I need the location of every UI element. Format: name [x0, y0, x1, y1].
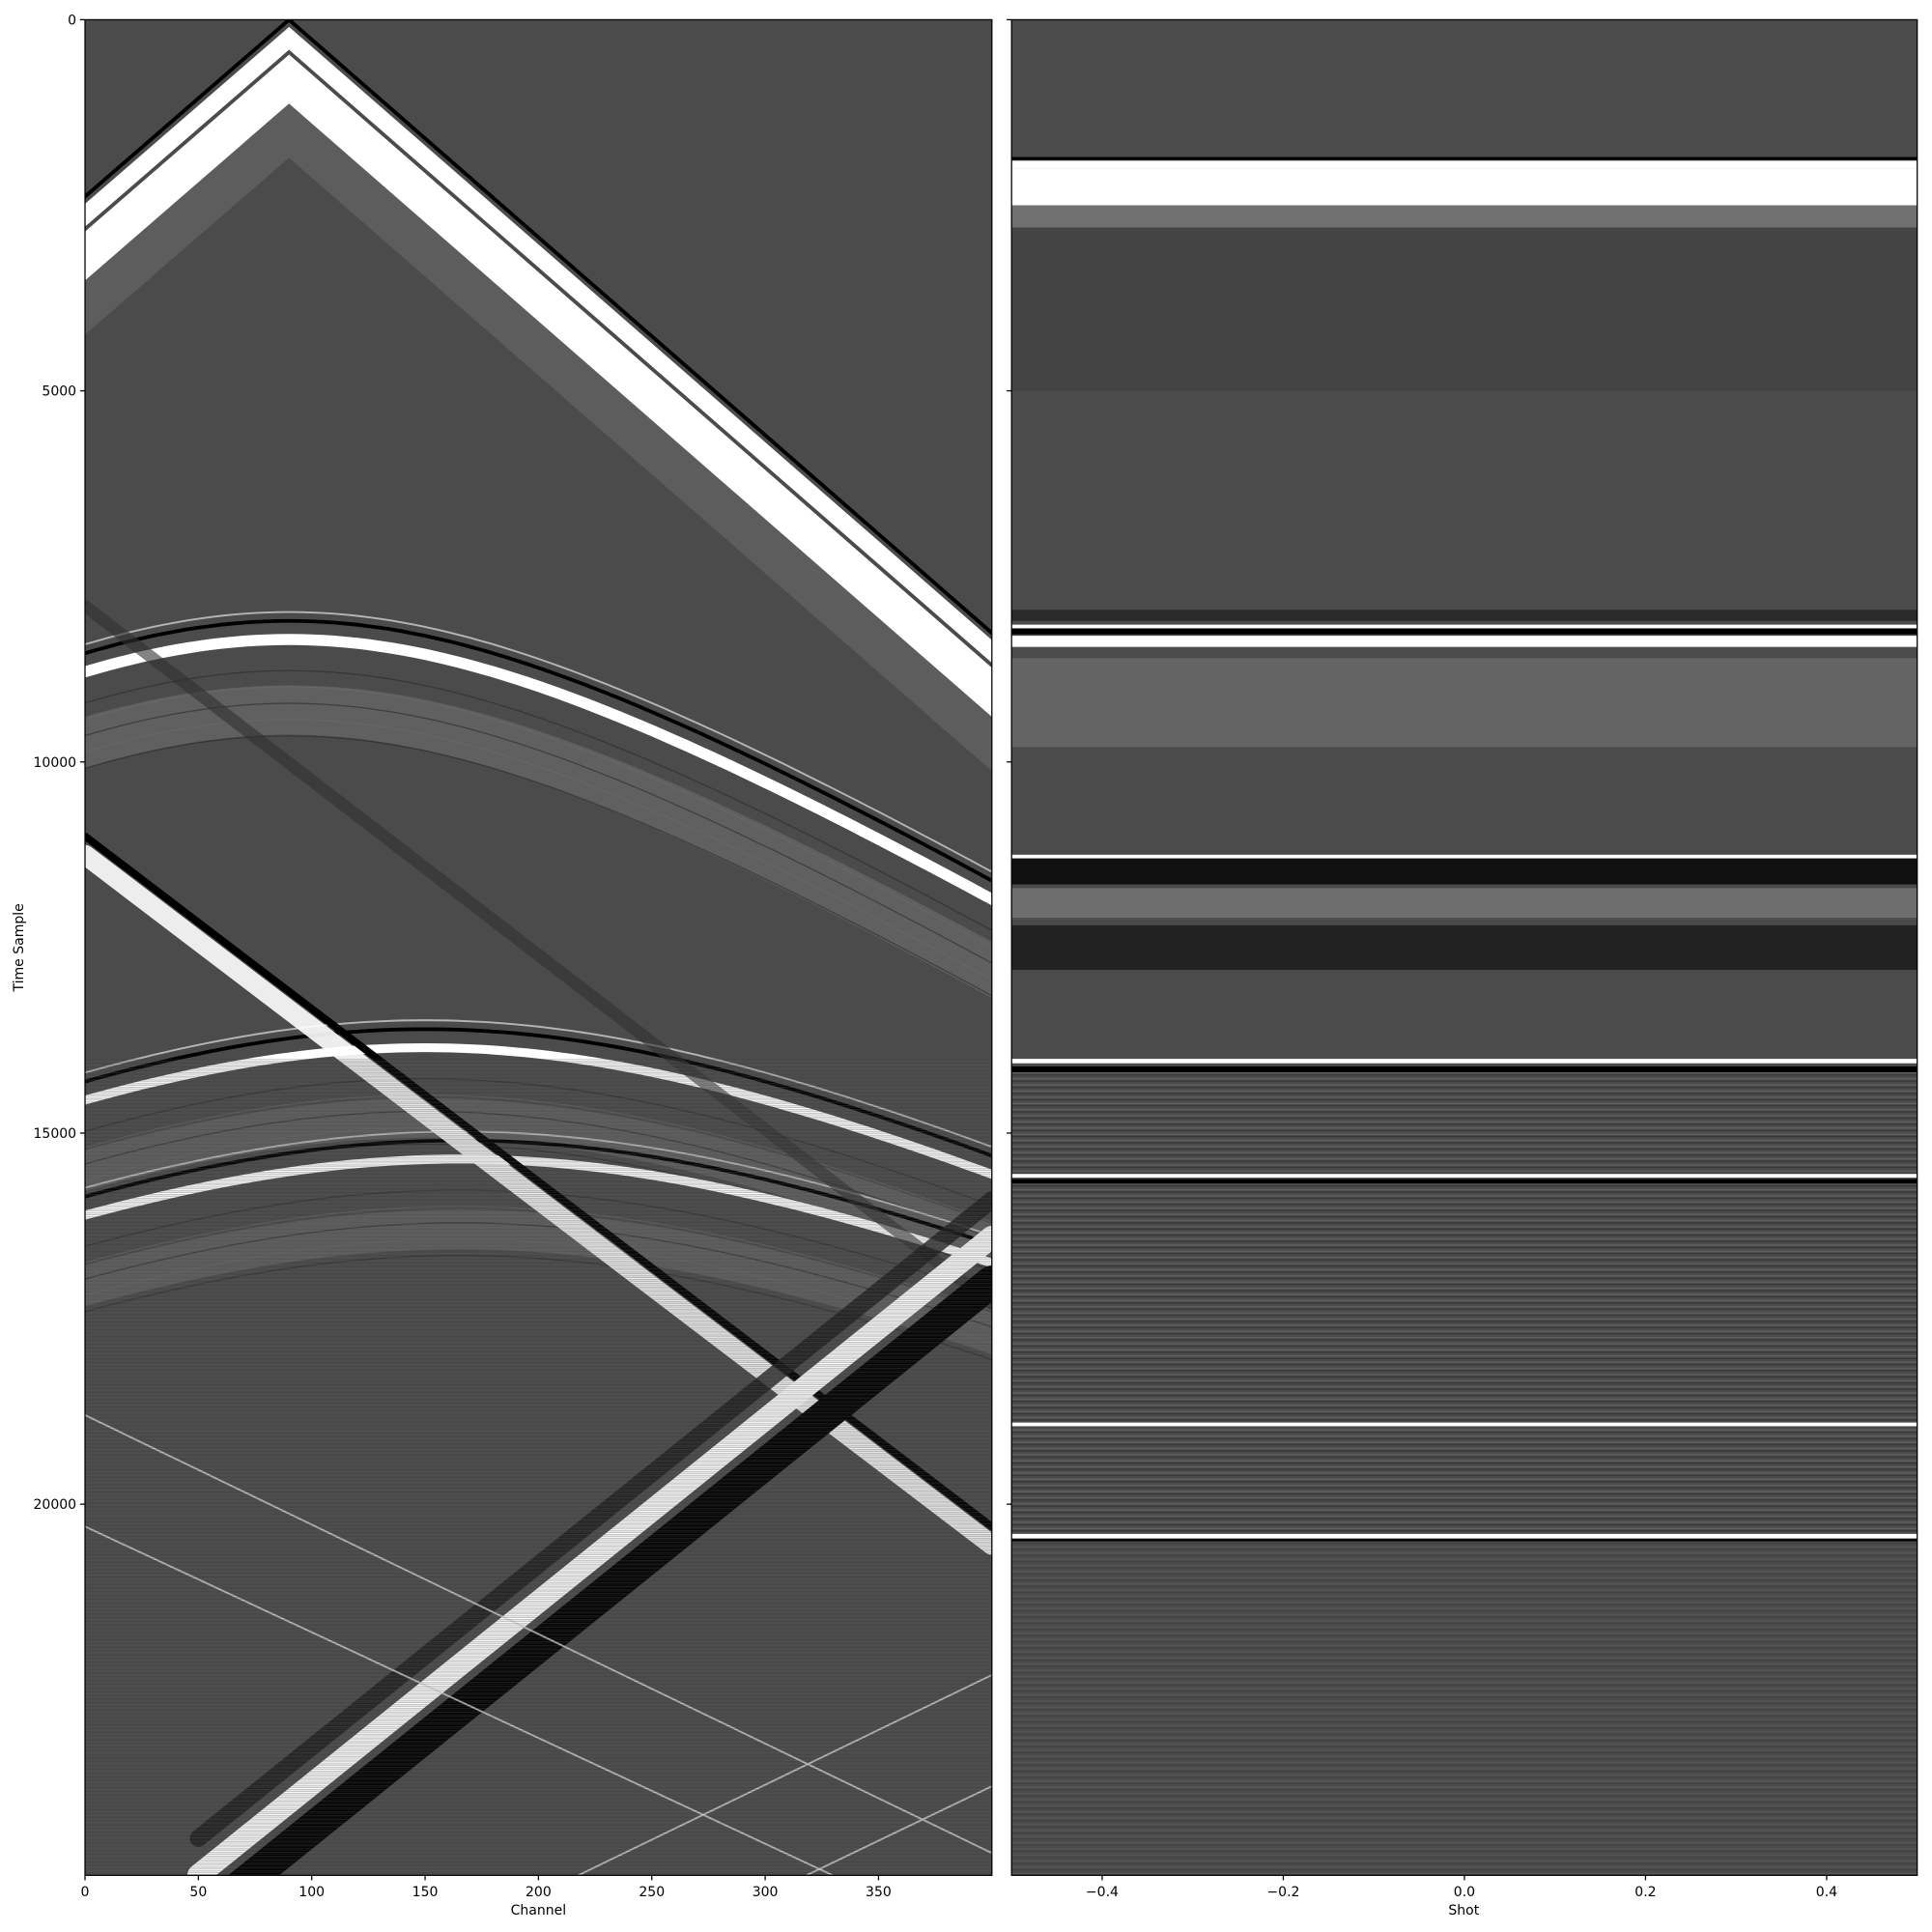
- x-tick-label: 0.0: [1454, 1885, 1475, 1900]
- seismic-band: [1011, 156, 1918, 160]
- seismic-event: [85, 702, 992, 964]
- x-tick-label: 150: [412, 1885, 439, 1900]
- x-tick-label: 0: [81, 1885, 90, 1900]
- seismic-band: [1011, 1539, 1918, 1542]
- y-axis-label: Time Sample: [12, 903, 27, 992]
- x-tick-label: 250: [639, 1885, 665, 1900]
- seismic-band: [1011, 658, 1918, 748]
- x-tick-label: 100: [298, 1885, 325, 1900]
- y-tick-label: 10000: [33, 755, 76, 771]
- seismic-band: [1011, 610, 1918, 621]
- texture: [85, 1059, 992, 1876]
- seismic-event: [85, 634, 992, 906]
- seismic-band: [1011, 854, 1918, 859]
- seismic-event: [85, 669, 992, 931]
- seismic-band: [1011, 160, 1918, 169]
- seismic-event: [85, 618, 992, 883]
- seismic-event: [85, 59, 992, 772]
- x-tick-label: 0.4: [1816, 1885, 1837, 1900]
- seismic-event: [85, 26, 992, 664]
- seismic-band: [1011, 1174, 1918, 1179]
- x-tick-label: 350: [866, 1885, 892, 1900]
- seismic-band: [1011, 1065, 1918, 1072]
- seismic-band: [1011, 1059, 1918, 1064]
- x-tick-label: −0.2: [1266, 1885, 1299, 1900]
- seismic-band: [1011, 1179, 1918, 1184]
- seismic-band: [1011, 1533, 1918, 1539]
- x-axis-label: Channel: [511, 1903, 567, 1918]
- seismic-event: [85, 19, 992, 636]
- seismic-event: [85, 719, 992, 980]
- seismic-band: [1011, 888, 1918, 919]
- seismic-image-right: [1011, 19, 1918, 1876]
- y-tick-label: 15000: [33, 1126, 76, 1142]
- seismic-band: [1011, 924, 1918, 970]
- seismic-band: [1011, 624, 1918, 629]
- seismic-band: [1011, 636, 1918, 647]
- seismic-event: [85, 611, 992, 873]
- seismic-event: [85, 54, 992, 718]
- y-tick-label: 5000: [42, 384, 76, 400]
- seismic-band: [1011, 205, 1918, 228]
- y-tick-label: 20000: [33, 1497, 76, 1513]
- seismic-band: [1011, 168, 1918, 206]
- seismic-band: [1011, 227, 1918, 391]
- seismic-band: [1011, 628, 1918, 635]
- x-tick-label: 0.2: [1634, 1885, 1656, 1900]
- seismic-event: [85, 685, 992, 998]
- seismic-band: [1011, 858, 1918, 885]
- x-tick-label: 300: [753, 1885, 779, 1900]
- seismic-image-left: [85, 19, 992, 1876]
- x-axis-label: Shot: [1448, 1903, 1479, 1918]
- x-tick-label: 50: [189, 1885, 207, 1900]
- y-tick-label: 0: [68, 14, 76, 29]
- seismic-band: [1011, 1541, 1918, 1876]
- x-tick-label: 200: [526, 1885, 552, 1900]
- seismic-event: [85, 735, 992, 997]
- x-tick-label: −0.4: [1086, 1885, 1119, 1900]
- seismic-band: [1011, 1422, 1918, 1427]
